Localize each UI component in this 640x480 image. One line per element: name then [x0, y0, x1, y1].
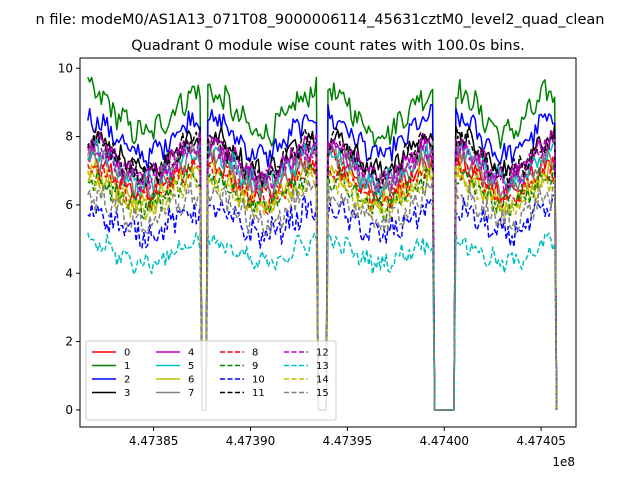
legend-label-1: 1: [124, 361, 130, 372]
series-line-15: [87, 179, 558, 411]
x-tick-label: 4.47385: [129, 434, 179, 448]
y-tick-label: 8: [65, 130, 73, 144]
legend-label-4: 4: [188, 348, 194, 359]
x-tick-label: 4.47400: [419, 434, 469, 448]
legend-label-6: 6: [188, 375, 194, 386]
chart-title: Quadrant 0 module wise count rates with …: [131, 38, 525, 54]
x-axis: 4.47385 4.47390 4.47395 4.47400 4.47405: [129, 427, 566, 448]
series-line-14: [87, 163, 558, 411]
series-line-6: [87, 160, 558, 411]
y-tick-label: 6: [65, 198, 73, 212]
legend-label-10: 10: [252, 375, 265, 386]
legend-label-3: 3: [124, 388, 130, 399]
legend-label-11: 11: [252, 388, 265, 399]
x-tick-label: 4.47395: [323, 434, 373, 448]
legend-label-13: 13: [316, 361, 329, 372]
series-line-8: [87, 156, 558, 411]
x-tick-label: 4.47390: [226, 434, 276, 448]
legend-label-14: 14: [316, 375, 329, 386]
series-line-13: [87, 232, 558, 411]
y-tick-label: 0: [65, 403, 73, 417]
x-tick-label: 4.47405: [516, 434, 566, 448]
x-offset-label: 1e8: [552, 455, 575, 469]
series-line-3: [87, 123, 558, 411]
legend-label-12: 12: [316, 348, 329, 359]
series-line-5: [87, 138, 558, 411]
series-layer: [87, 76, 558, 411]
plot-frame: [79, 57, 577, 428]
legend-label-9: 9: [252, 361, 258, 372]
series-line-7: [87, 140, 558, 411]
legend-label-5: 5: [188, 361, 194, 372]
legend-label-0: 0: [124, 348, 130, 359]
figure-suptitle: n file: modeM0/AS1A13_071T08_9000006114_…: [36, 12, 605, 28]
legend-box: [85, 340, 337, 421]
y-axis: 0 2 4 6 8 10: [58, 61, 80, 417]
legend-label-2: 2: [124, 375, 130, 386]
series-line-12: [87, 132, 558, 411]
legend-label-15: 15: [316, 388, 329, 399]
legend-label-8: 8: [252, 348, 258, 359]
y-tick-label: 10: [58, 61, 73, 75]
series-line-10: [87, 194, 558, 411]
series-line-1: [87, 76, 558, 411]
y-tick-label: 4: [65, 266, 73, 280]
y-tick-label: 2: [65, 335, 73, 349]
legend-label-7: 7: [188, 388, 194, 399]
